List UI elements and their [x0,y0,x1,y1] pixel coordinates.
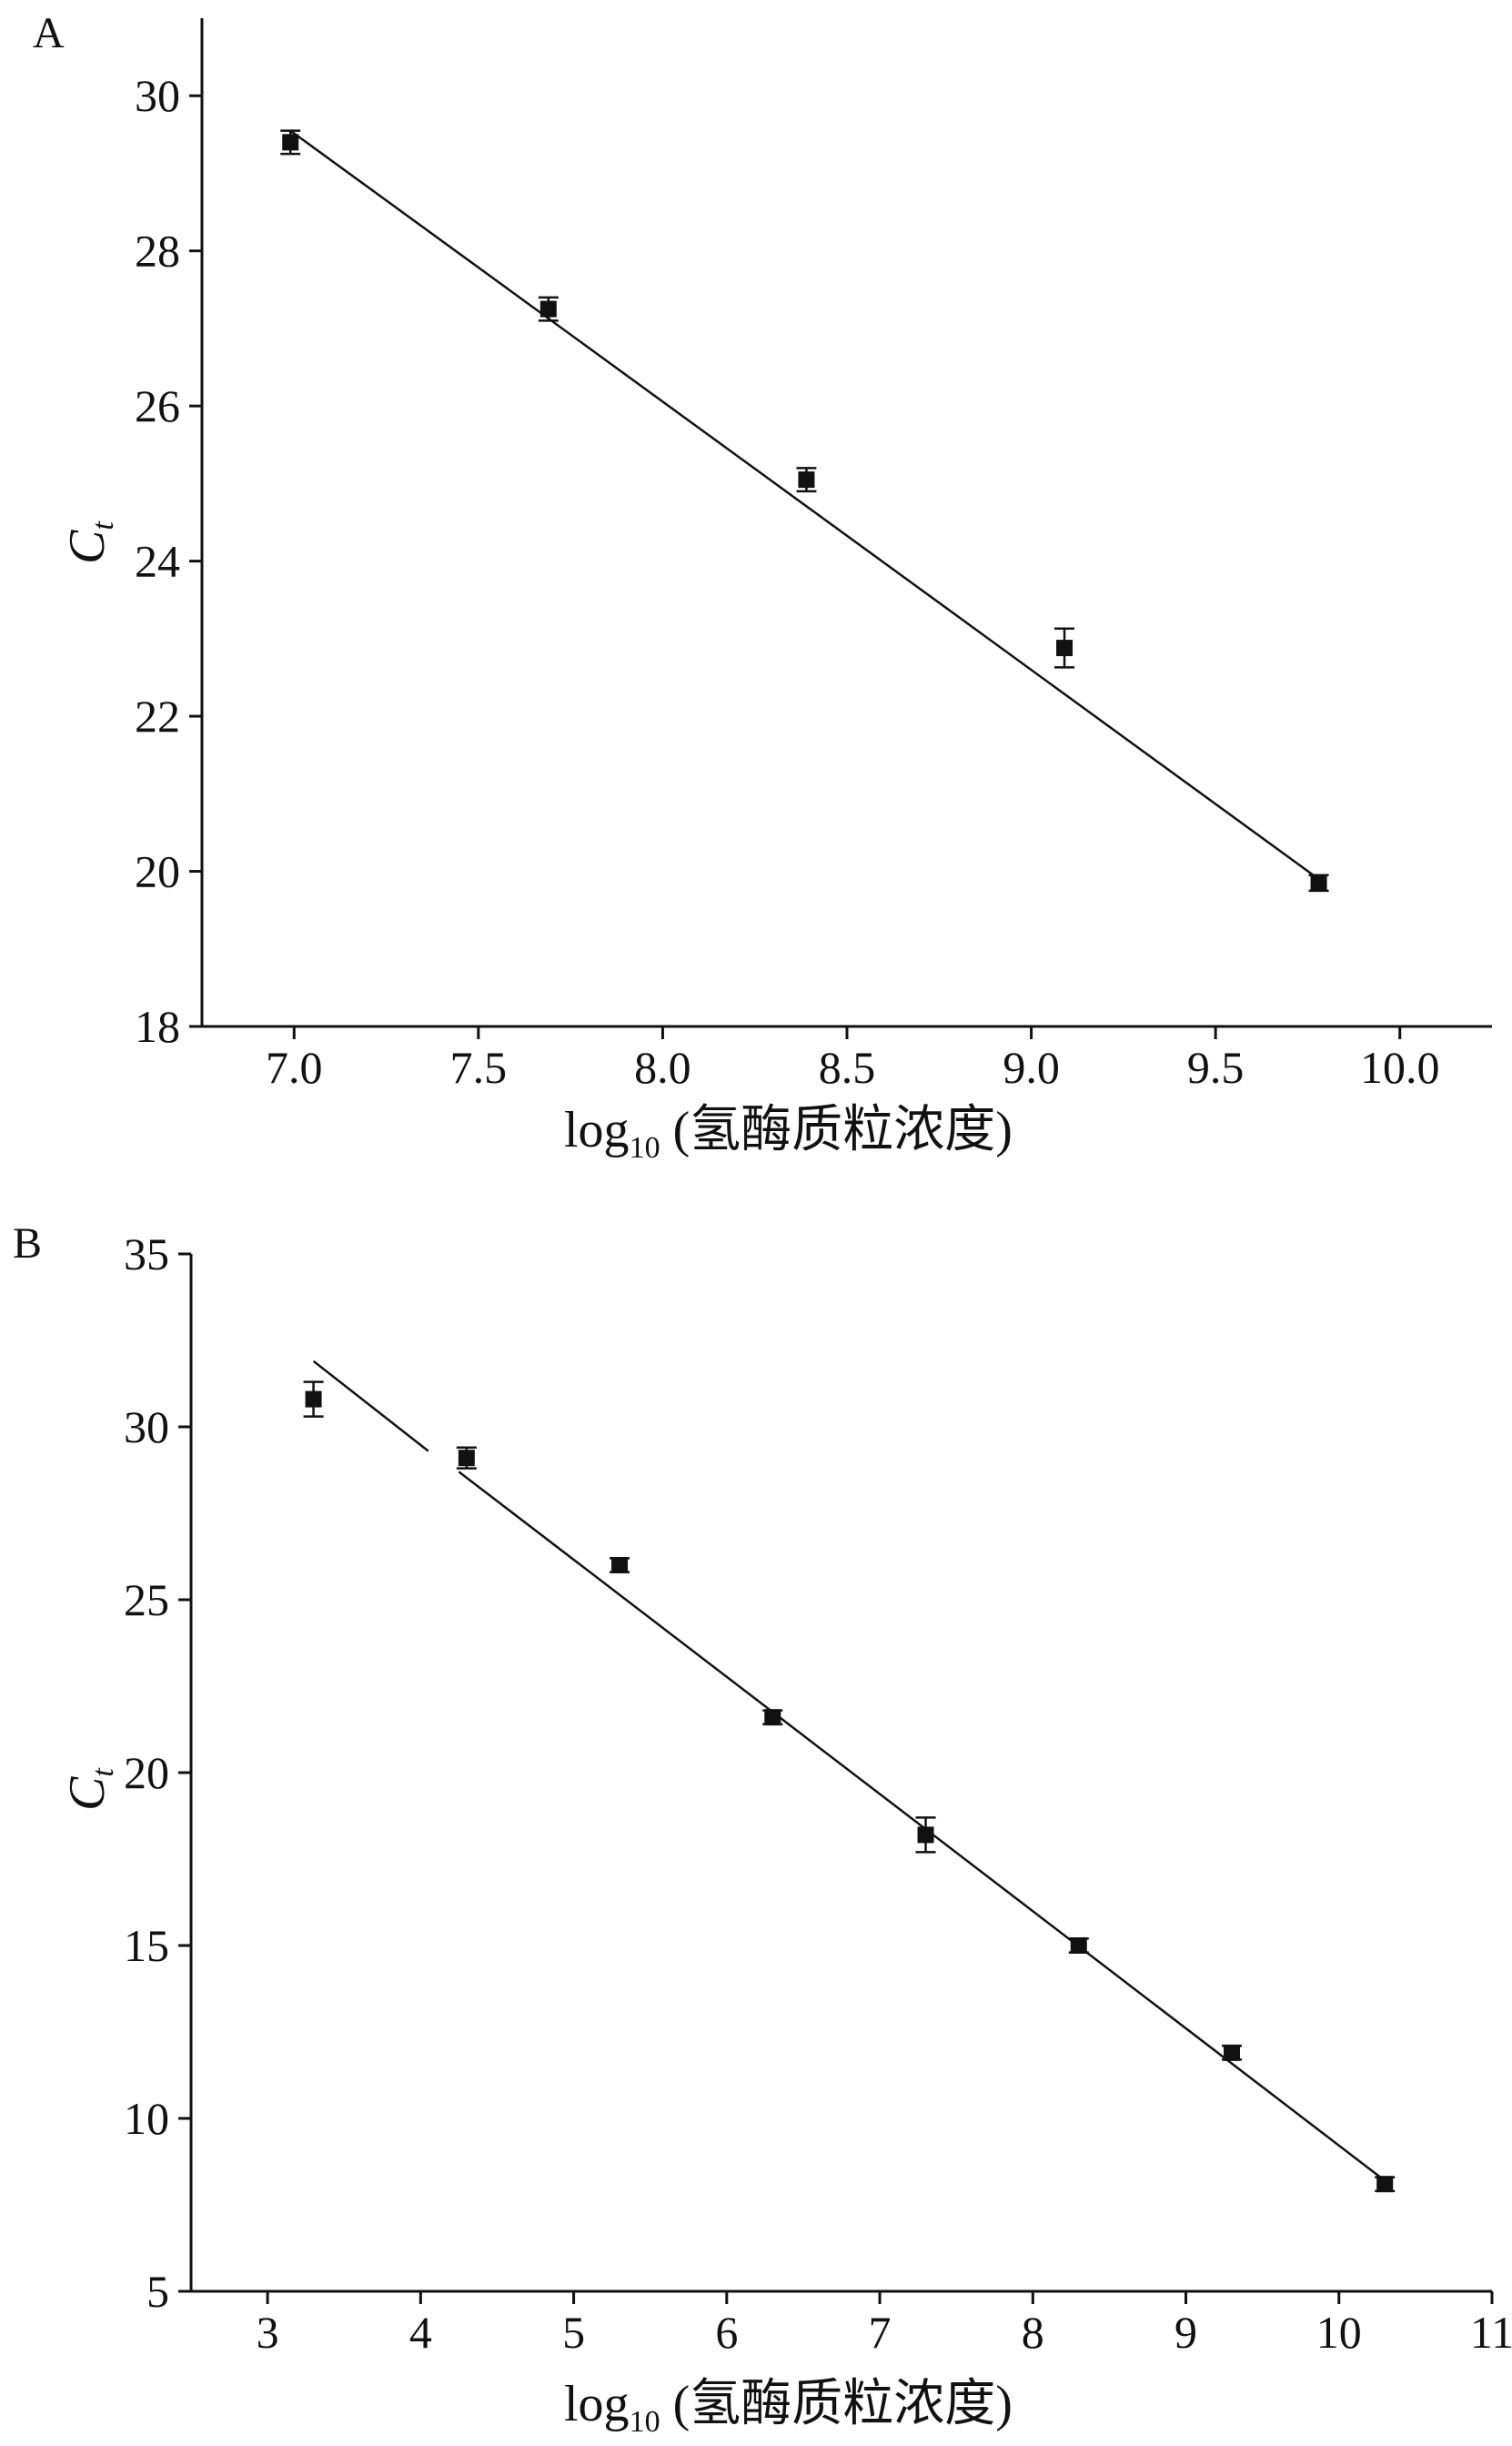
marker-square-b [305,1390,322,1408]
marker-square-a [282,134,299,151]
x-tick-label-b: 3 [257,2307,279,2358]
panel-label-a: A [33,9,65,57]
x-tick-label-b: 7 [869,2307,892,2358]
y-axis-title-a-main: C [59,530,116,564]
data-points-a [280,129,1329,893]
data-point-b [915,1816,936,1854]
y-tick-label-a: 28 [135,226,180,277]
ticks-b: 3 4 5 6 7 8 9 10 11 5 10 15 20 25 30 35 [124,1228,1512,2358]
data-point-a [280,129,301,156]
x-tick-label-b: 11 [1470,2307,1512,2358]
data-points-b [303,1380,1396,2193]
marker-square-b [1376,2176,1394,2193]
marker-square-b [1224,2044,1240,2061]
y-axis-title-a-sub: t [86,521,120,531]
ticks-a: 7.0 7.5 8.0 8.5 9.0 9.5 10.0 18 20 22 24 26 28 30 [135,70,1439,1093]
marker-square-b [611,1557,629,1573]
chart-panel-a: A 7.0 7.5 8.0 8.5 9.0 9.5 10.0 18 20 22 24 26 28 30 l… [33,9,1492,1165]
x-axis-title-b-sub: 10 [630,2405,660,2439]
y-tick-label-a: 26 [135,380,180,431]
marker-square-a [1056,640,1074,657]
panel-label-b: B [13,1219,42,1268]
y-axis-title-a: Ct [59,521,120,564]
x-tick-label-b: 4 [409,2307,432,2358]
x-axis-title-a-main: log [564,1102,630,1158]
x-axis-title-a-sub: 10 [630,1131,660,1165]
y-tick-label-b: 25 [124,1574,169,1625]
data-point-b [610,1557,630,1573]
fit-line-b [312,1359,1386,2182]
y-axis-title-b-main: C [59,1776,116,1811]
x-tick-label-a: 8.5 [819,1042,876,1093]
x-tick-label-b: 10 [1316,2307,1362,2358]
fit-line-segment-a [289,129,1320,881]
x-tick-label-b: 6 [715,2307,738,2358]
x-tick-label-b: 8 [1022,2307,1044,2358]
marker-square-a [539,300,557,318]
marker-square-b [458,1450,475,1467]
x-tick-label-a: 7.0 [266,1042,323,1093]
x-tick-label-a: 8.0 [634,1042,691,1093]
x-tick-label-b: 5 [562,2307,585,2358]
y-tick-label-b: 5 [146,2266,169,2317]
data-point-a [538,296,559,322]
fit-line-segment-b [312,1359,429,1452]
y-tick-label-a: 18 [135,1001,180,1052]
y-tick-label-b: 30 [124,1401,169,1452]
marker-square-b [917,1826,934,1844]
y-axis-title-b-sub: t [86,1767,120,1777]
x-axis-title-a-rest: (氢酶质粒浓度) [660,1102,1013,1158]
x-axis-title-b-rest: (氢酶质粒浓度) [660,2376,1013,2432]
axes-b [189,1254,1492,2293]
y-tick-label-a: 22 [135,691,180,742]
y-tick-label-a: 24 [135,536,180,587]
x-tick-label-a: 10.0 [1360,1042,1440,1093]
y-axis-title-b: Ct [59,1767,120,1811]
data-point-b [1222,2044,1242,2061]
x-tick-label-b: 9 [1174,2307,1197,2358]
x-axis-title-b: log10 (氢酶质粒浓度) [564,2376,1013,2439]
y-tick-label-b: 20 [124,1747,169,1798]
x-tick-label-a: 7.5 [450,1042,508,1093]
y-tick-label-a: 30 [135,70,180,121]
fit-line-a [289,129,1320,881]
axes-a [200,18,1492,1028]
marker-square-b [1070,1937,1087,1954]
marker-square-b [764,1709,781,1726]
fit-line-segment-b [458,1471,1386,2182]
data-point-b [456,1446,477,1470]
data-point-b [303,1380,324,1418]
y-tick-label-a: 20 [135,846,180,897]
y-tick-label-b: 35 [124,1228,169,1279]
data-point-a [1054,627,1075,669]
data-point-b [1375,2176,1396,2193]
x-axis-title-a: log10 (氢酶质粒浓度) [564,1102,1013,1165]
y-tick-label-b: 15 [124,1920,169,1971]
x-tick-label-a: 9.0 [1003,1042,1060,1093]
data-point-a [796,467,817,493]
data-point-b [762,1709,783,1726]
y-tick-label-b: 10 [124,2093,169,2144]
marker-square-a [798,471,815,489]
x-axis-title-b-main: log [564,2376,630,2432]
data-point-b [1068,1937,1089,1954]
data-point-a [1308,874,1329,893]
x-tick-label-a: 9.5 [1187,1042,1245,1093]
marker-square-a [1310,874,1327,892]
